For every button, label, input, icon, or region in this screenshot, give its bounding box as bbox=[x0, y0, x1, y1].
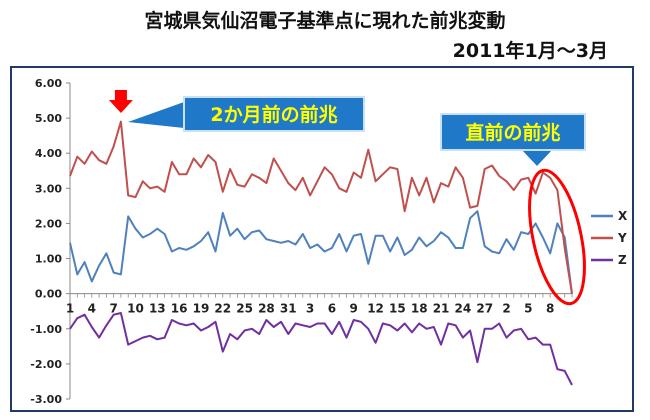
chart-subtitle: 2011年1月～3月 bbox=[452, 40, 608, 62]
y-tick-label: 4.00 bbox=[35, 147, 62, 160]
legend-label-x: X bbox=[618, 209, 628, 223]
x-tick-label: 27 bbox=[476, 302, 493, 316]
x-tick-label: 25 bbox=[236, 302, 253, 316]
x-tick-label: 2 bbox=[502, 302, 510, 316]
y-tick-label: 6.00 bbox=[35, 77, 62, 90]
series-line-y bbox=[69, 120, 573, 294]
x-tick-label: 12 bbox=[367, 302, 384, 316]
x-tick-label: 21 bbox=[433, 302, 450, 316]
y-tick-label: -3.00 bbox=[30, 393, 62, 406]
x-tick-label: 16 bbox=[171, 302, 188, 316]
y-tick-label: -1.00 bbox=[30, 323, 62, 336]
arrow-down-icon bbox=[108, 90, 133, 113]
callout-box-left bbox=[183, 96, 365, 132]
x-tick-label: 1 bbox=[66, 302, 74, 316]
series-line-x bbox=[69, 210, 573, 294]
legend-label-y: Y bbox=[617, 231, 627, 245]
x-tick-label: 9 bbox=[350, 302, 358, 316]
callout-pointer-right bbox=[522, 150, 552, 166]
y-tick-label: 1.00 bbox=[35, 253, 62, 266]
x-tick-label: 13 bbox=[149, 302, 166, 316]
callout-label-right: 直前の前兆 bbox=[465, 121, 560, 144]
legend-label-z: Z bbox=[618, 253, 627, 267]
series-line-z bbox=[69, 312, 573, 386]
x-tick-label: 15 bbox=[389, 302, 406, 316]
x-tick-label: 19 bbox=[193, 302, 210, 316]
x-tick-label: 7 bbox=[109, 302, 117, 316]
x-tick-label: 31 bbox=[280, 302, 297, 316]
y-tick-label: -2.00 bbox=[30, 358, 62, 371]
x-tick-label: 5 bbox=[524, 302, 532, 316]
x-tick-label: 8 bbox=[546, 302, 554, 316]
callout-pointer-left bbox=[128, 102, 184, 128]
callout-label-left: 2か月前の前兆 bbox=[210, 103, 337, 126]
x-tick-label: 24 bbox=[455, 302, 472, 316]
y-tick-label: 5.00 bbox=[35, 112, 62, 125]
highlight-ellipse bbox=[528, 168, 586, 306]
chart-title: 宮城県気仙沼電子基準点に現れた前兆変動 bbox=[144, 10, 506, 32]
x-tick-label: 22 bbox=[214, 302, 231, 316]
x-tick-label: 28 bbox=[258, 302, 275, 316]
y-tick-label: 3.00 bbox=[35, 182, 62, 195]
x-tick-label: 3 bbox=[306, 302, 314, 316]
y-tick-label: 2.00 bbox=[35, 217, 62, 230]
callout-box-right bbox=[440, 113, 586, 151]
x-tick-label: 10 bbox=[127, 302, 144, 316]
x-tick-label: 6 bbox=[328, 302, 336, 316]
x-tick-label: 18 bbox=[411, 302, 428, 316]
y-tick-label: 0.00 bbox=[35, 288, 62, 301]
x-tick-label: 4 bbox=[88, 302, 96, 316]
